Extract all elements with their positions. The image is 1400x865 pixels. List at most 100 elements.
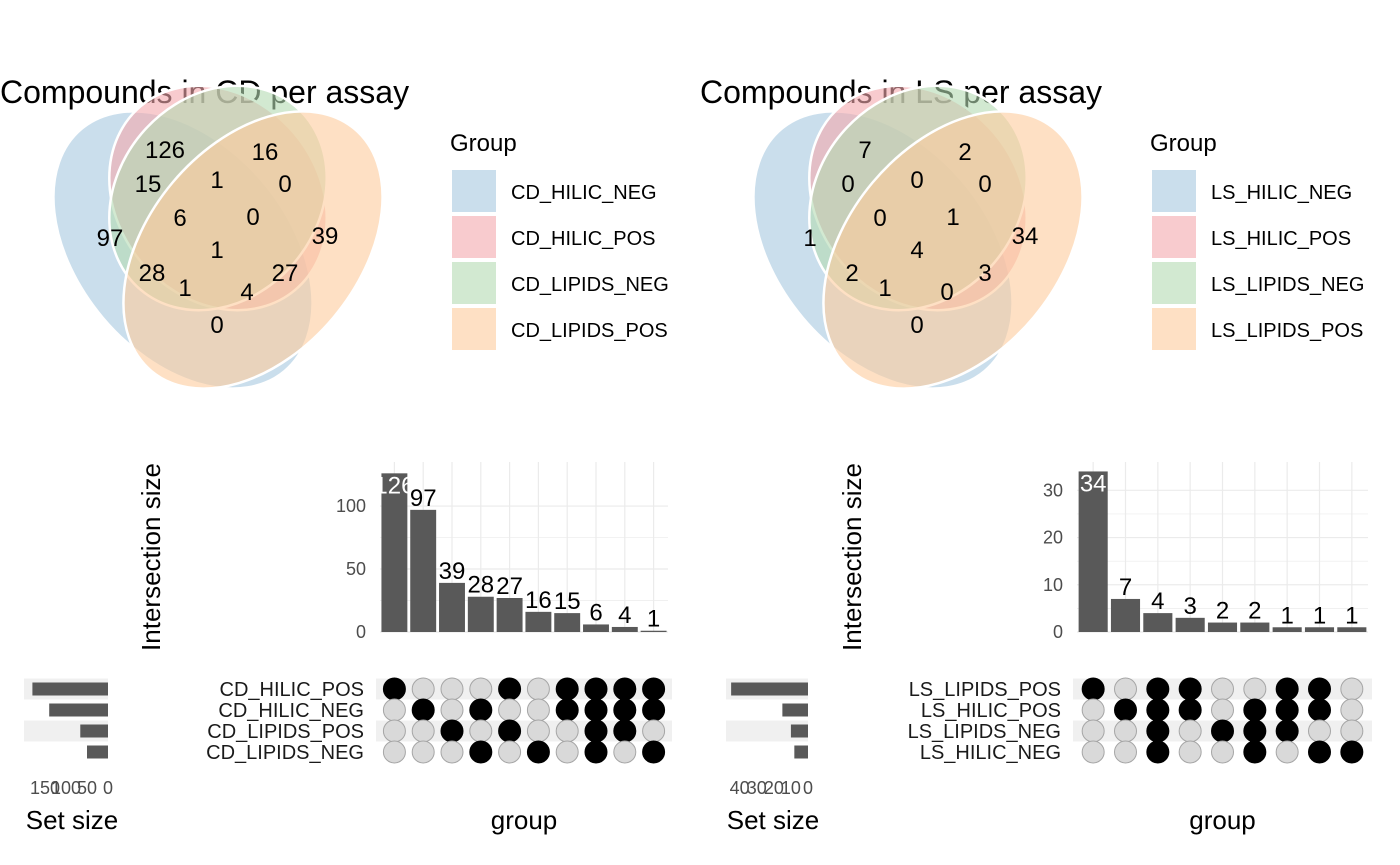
intersection-bar: [554, 613, 581, 632]
venn-region-bcd: 0: [246, 204, 259, 231]
legend-label: CD_HILIC_NEG: [511, 182, 657, 204]
matrix-dot-empty: [642, 719, 666, 743]
matrix-dot-empty: [613, 740, 637, 764]
set-size-tick-label: 10: [781, 778, 801, 798]
matrix-dot-empty: [498, 698, 522, 722]
bar-value-label: 34: [1080, 470, 1107, 497]
matrix-dot-empty: [411, 719, 435, 743]
matrix-dot-empty: [1211, 698, 1234, 722]
x-axis-title: group: [491, 805, 558, 835]
venn-region-ad: 0: [210, 312, 223, 339]
bar-value-label: 2: [1248, 598, 1261, 625]
bar-value-label: 1: [1313, 602, 1326, 629]
y-tick-label: 10: [1043, 575, 1063, 595]
legend-title: Group: [450, 130, 517, 157]
set-size-bar: [782, 703, 808, 717]
matrix-dot-filled: [1243, 740, 1267, 764]
matrix-dot-filled: [555, 677, 579, 701]
matrix-dot-empty: [1211, 677, 1234, 701]
venn-panel-1: Compounds in CD per assay971261639151028…: [0, 74, 669, 390]
matrix-dot-filled: [526, 740, 550, 764]
venn-region-bd: 3: [978, 260, 991, 287]
bar-value-label: 97: [410, 485, 437, 512]
matrix-dot-filled: [498, 677, 522, 701]
bar-value-label: 3: [1183, 593, 1196, 620]
matrix-dot-filled: [613, 698, 637, 722]
matrix-dot-filled: [1178, 677, 1202, 701]
venn-region-ac: 28: [139, 260, 166, 287]
set-label: LS_HILIC_POS: [921, 700, 1061, 722]
matrix-dot-empty: [440, 698, 464, 722]
y-tick-label: 30: [1043, 480, 1063, 500]
matrix-dot-filled: [1243, 698, 1267, 722]
intersection-bar: [1337, 627, 1367, 632]
matrix-dot-filled: [1308, 698, 1331, 722]
venn-region-bc: 1: [210, 167, 223, 194]
legend-label: CD_LIPIDS_POS: [511, 320, 668, 342]
set-size-tick-label: 40: [730, 778, 750, 798]
intersection-bar: [1110, 598, 1141, 632]
y-tick-label: 0: [356, 622, 366, 642]
legend-swatch: [452, 170, 496, 212]
venn-region-abc: 6: [173, 205, 186, 232]
venn-region-c: 16: [252, 139, 279, 166]
matrix-dot-empty: [469, 719, 493, 743]
matrix-dot-empty: [555, 740, 579, 764]
matrix-dot-filled: [1308, 677, 1331, 701]
y-axis-title: Intersection size: [136, 463, 166, 651]
matrix-dot-filled: [1146, 698, 1170, 722]
matrix-dot-filled: [584, 677, 608, 701]
venn-set-ls-lipids-pos: [822, 110, 1084, 390]
set-label: CD_LIPIDS_POS: [207, 721, 364, 743]
intersection-bar: [381, 473, 408, 632]
legend-swatch: [452, 216, 496, 258]
set-size-tick-label: 50: [77, 778, 97, 798]
venn-region-cd: 0: [978, 171, 991, 198]
set-size-tick-label: 0: [803, 778, 813, 798]
legend-label: LS_HILIC_POS: [1211, 228, 1351, 250]
matrix-dot-filled: [613, 677, 637, 701]
matrix-dot-empty: [1114, 719, 1137, 743]
set-size-bar: [80, 724, 108, 738]
intersection-bar: [1143, 613, 1173, 632]
matrix-dot-empty: [469, 677, 493, 701]
intersection-bar: [1078, 471, 1108, 632]
set-label: CD_HILIC_NEG: [218, 700, 364, 722]
matrix-dot-filled: [1081, 677, 1105, 701]
venn-region-bd: 27: [272, 260, 299, 287]
venn-region-a: 1: [803, 225, 816, 252]
matrix-dot-empty: [1114, 677, 1137, 701]
set-size-bar: [731, 682, 808, 696]
matrix-dot-empty: [526, 719, 550, 743]
matrix-dot-empty: [1340, 719, 1364, 743]
legend-swatch: [452, 308, 496, 350]
venn-region-ad: 0: [910, 312, 923, 339]
matrix-dot-empty: [411, 740, 435, 764]
matrix-dot-empty: [498, 740, 522, 764]
matrix-dot-filled: [555, 698, 579, 722]
set-size-tick-label: 150: [30, 778, 60, 798]
matrix-dot-empty: [411, 677, 435, 701]
intersection-bar: [1207, 622, 1238, 632]
bar-value-label: 16: [525, 587, 552, 614]
matrix-dot-filled: [1308, 740, 1331, 764]
matrix-dot-empty: [440, 677, 464, 701]
venn-region-abcd: 4: [910, 237, 923, 264]
set-size-row-band: [726, 720, 808, 742]
venn-region-cd: 0: [278, 171, 291, 198]
matrix-dot-empty: [1081, 719, 1105, 743]
venn-set-cd-lipids-pos: [122, 110, 384, 390]
set-size-axis-title: Set size: [727, 805, 820, 835]
matrix-dot-filled: [469, 698, 493, 722]
set-size-bar: [790, 724, 808, 738]
matrix-dot-empty: [1340, 698, 1364, 722]
matrix-dot-filled: [411, 698, 435, 722]
matrix-dot-filled: [584, 719, 608, 743]
set-size-tick-label: 0: [103, 778, 113, 798]
matrix-dot-empty: [555, 719, 579, 743]
venn-region-b: 7: [858, 137, 871, 164]
legend-label: LS_HILIC_NEG: [1211, 182, 1352, 204]
set-size-bar: [87, 745, 108, 759]
